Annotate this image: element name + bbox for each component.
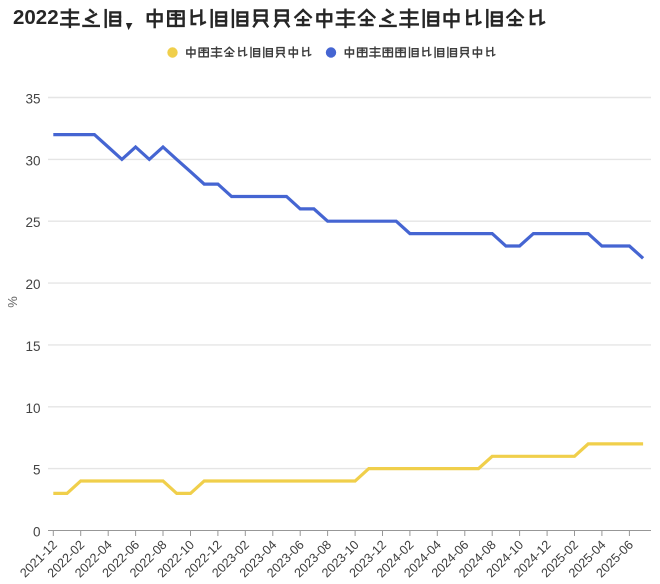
- svg-text:10: 10: [25, 401, 40, 416]
- svg-text:%: %: [5, 296, 20, 308]
- svg-text:5: 5: [33, 463, 41, 478]
- svg-text:35: 35: [25, 92, 40, 107]
- svg-text:0: 0: [33, 525, 41, 540]
- svg-text:20: 20: [25, 277, 40, 292]
- svg-text:2022: 2022: [13, 6, 59, 29]
- svg-text:25: 25: [25, 215, 40, 230]
- svg-text:15: 15: [25, 339, 40, 354]
- svg-text:30: 30: [25, 153, 40, 168]
